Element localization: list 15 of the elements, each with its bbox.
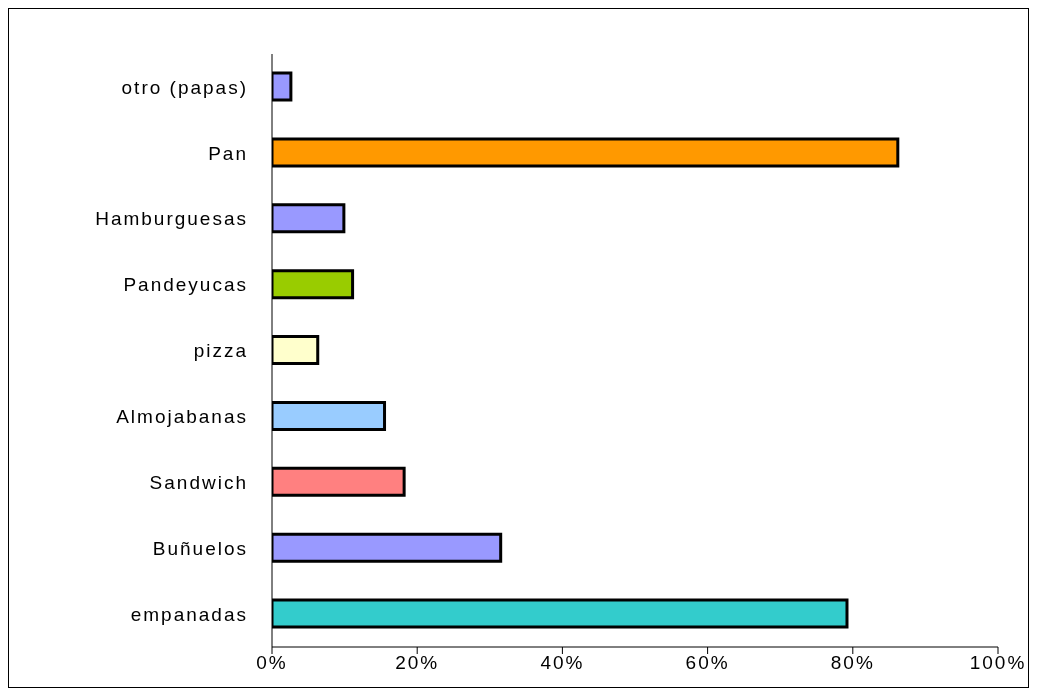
x-tick-label: 80% (830, 652, 875, 674)
y-tick-label: Pan (208, 142, 248, 164)
x-tick-label: 60% (685, 652, 730, 674)
x-tick-label: 20% (395, 652, 440, 674)
y-tick-label: Almojabanas (116, 406, 248, 428)
x-tick-label: 100% (969, 652, 1027, 674)
y-tick-label: pizza (193, 340, 248, 362)
y-tick-label: Sandwich (149, 472, 248, 494)
y-tick-label: empanadas (130, 603, 248, 625)
y-tick-label: Hamburguesas (95, 208, 248, 230)
x-tick-label: 0% (256, 652, 288, 674)
y-tick-label: otro (papas) (121, 76, 248, 98)
y-tick-label: Buñuelos (152, 537, 248, 559)
x-tick-label: 40% (540, 652, 585, 674)
y-tick-label: Pandeyucas (123, 274, 248, 296)
